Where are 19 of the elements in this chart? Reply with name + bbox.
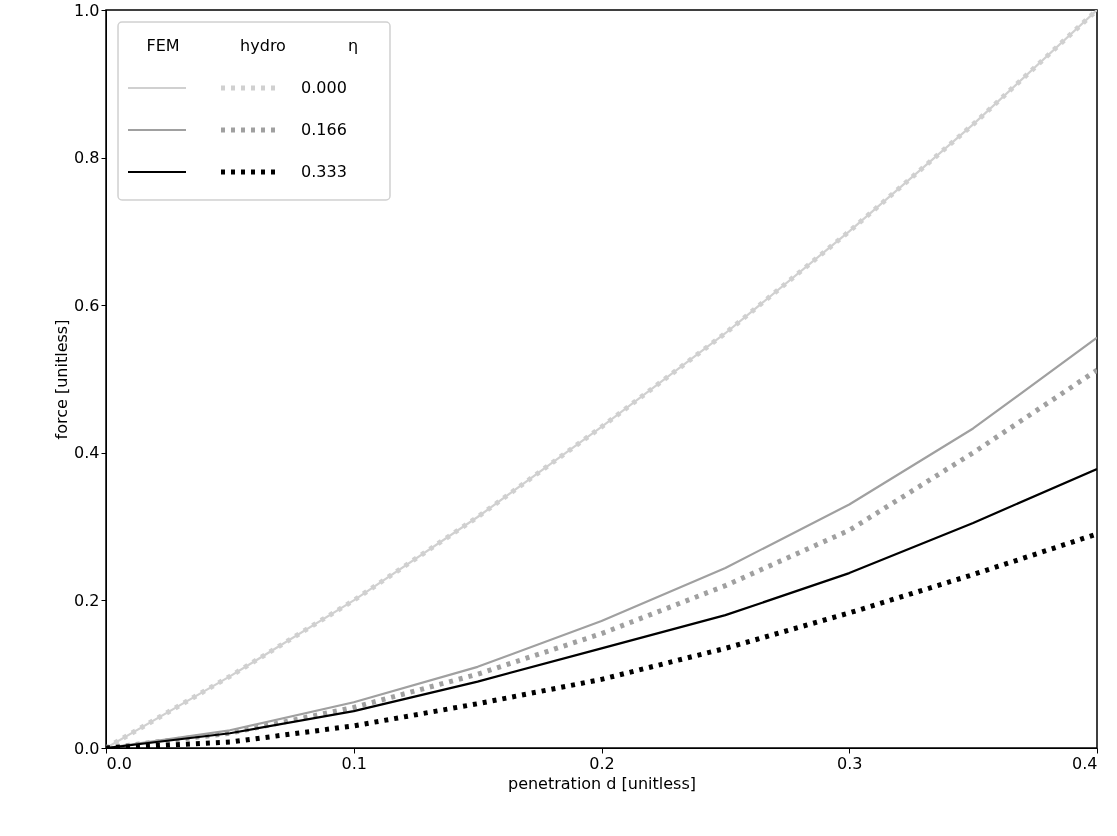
y-tick-label: 0.8 <box>74 148 100 168</box>
x-axis-title: penetration d [unitless] <box>507 773 697 793</box>
annotation: FEM <box>146 36 180 55</box>
legend-title: η <box>347 36 359 55</box>
y-tick-label: 1.0 <box>74 0 100 20</box>
legend-label: 0.000 <box>301 78 347 97</box>
annotation: hydro <box>240 36 286 55</box>
y-tick-label: 0.4 <box>74 443 100 463</box>
y-tick-label: 0.0 <box>74 738 100 758</box>
x-tick-label: 0.1 <box>341 753 367 773</box>
y-axis-title: force [unitless] <box>52 319 72 440</box>
legend-label: 0.166 <box>301 120 347 139</box>
y-tick-label: 0.2 <box>74 590 100 610</box>
y-tick-label: 0.6 <box>74 295 100 315</box>
x-tick-label: 0.0 <box>106 753 132 773</box>
x-tick-label: 0.4 <box>1072 753 1098 773</box>
legend-label: 0.333 <box>301 162 347 181</box>
x-tick-label: 0.2 <box>589 753 615 773</box>
x-tick-label: 0.3 <box>837 753 863 773</box>
